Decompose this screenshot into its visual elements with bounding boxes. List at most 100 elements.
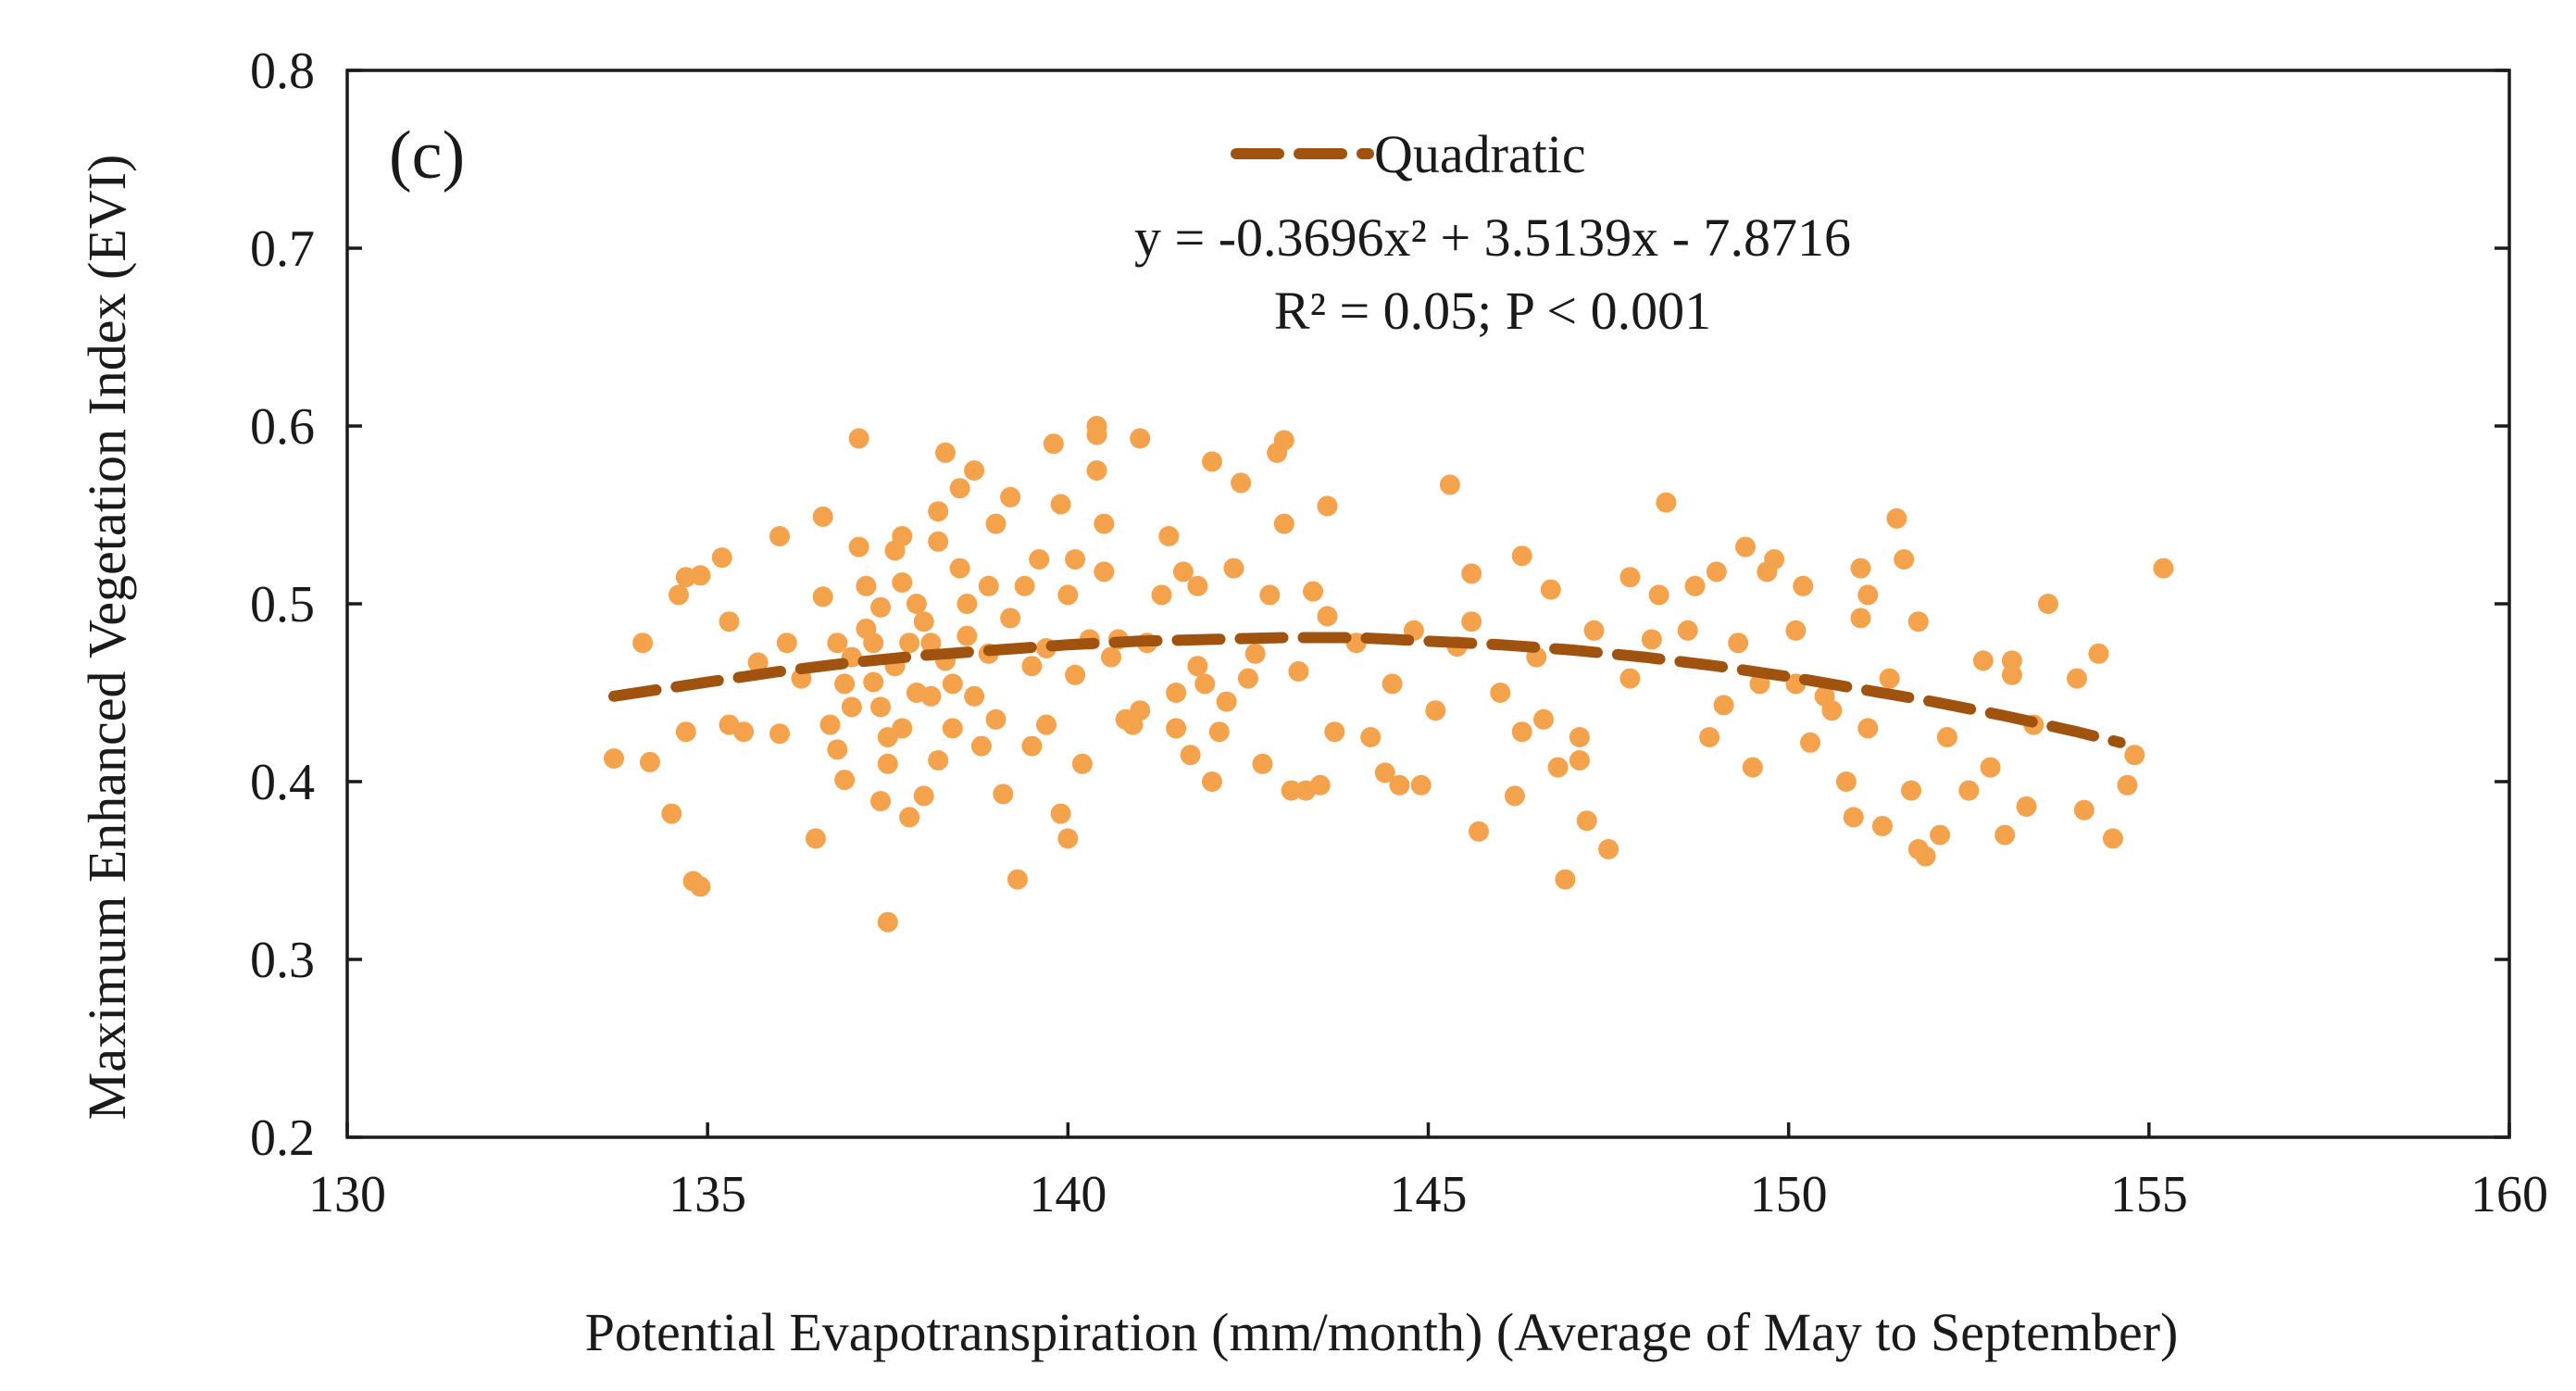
data-point: [870, 791, 891, 812]
y-tick-label: 0.2: [250, 1109, 315, 1167]
data-point: [834, 673, 856, 695]
y-tick-label: 0.6: [250, 398, 315, 456]
data-point: [1057, 584, 1079, 606]
data-point: [639, 751, 660, 772]
data-point: [863, 671, 884, 693]
data-point: [928, 531, 949, 552]
data-point: [2102, 828, 2123, 849]
data-point: [1317, 606, 1338, 627]
data-point: [985, 513, 1007, 534]
data-point: [1324, 721, 1345, 743]
data-point: [899, 633, 920, 654]
data-point: [1086, 460, 1107, 481]
data-point: [776, 633, 797, 654]
tick-labels: 130 135 140 145 150 155 160 0.2 0.3 0.4 0.5 0.6 0.7 0…: [250, 43, 2548, 1223]
data-point: [1014, 575, 1035, 596]
x-tick-label: 150: [1750, 1166, 1828, 1223]
data-point: [949, 558, 970, 579]
data-point: [1000, 608, 1021, 629]
data-point: [1915, 846, 1936, 867]
data-point: [1583, 620, 1605, 641]
data-point: [604, 748, 624, 769]
x-tick-label: 130: [308, 1166, 386, 1223]
data-point: [1576, 810, 1597, 832]
data-point: [892, 572, 913, 593]
data-point: [2001, 650, 2022, 671]
data-point: [1850, 558, 1871, 579]
data-point: [827, 739, 848, 760]
data-point: [1728, 633, 1749, 654]
data-point: [834, 770, 856, 791]
data-point: [892, 718, 913, 739]
data-point: [1172, 561, 1194, 583]
data-point: [1252, 753, 1273, 774]
quadratic-trend-line: [608, 632, 2126, 748]
data-point: [661, 803, 682, 824]
data-point: [1598, 839, 1619, 859]
data-point: [870, 696, 891, 718]
data-point: [1619, 567, 1641, 588]
data-point: [1907, 611, 1929, 633]
data-point: [920, 685, 942, 707]
data-point: [942, 718, 963, 739]
data-point: [769, 723, 790, 745]
data-point: [1389, 774, 1410, 796]
data-point: [942, 673, 963, 695]
data-point: [1995, 824, 2016, 846]
x-tick-label: 140: [1029, 1166, 1107, 1223]
data-point: [1259, 584, 1281, 606]
data-point: [1785, 620, 1807, 641]
data-point: [2016, 796, 2037, 817]
data-point: [964, 685, 985, 707]
data-point: [1007, 869, 1028, 890]
data-point: [769, 526, 790, 546]
panel-label: (c): [389, 118, 465, 194]
data-point: [949, 478, 970, 499]
data-point: [1101, 646, 1121, 668]
data-point: [1244, 643, 1266, 664]
x-axis-title: Potential Evapotranspiration (mm/month) …: [585, 1302, 2179, 1362]
data-point: [1555, 869, 1576, 890]
data-point: [733, 721, 755, 743]
data-point: [1461, 563, 1482, 584]
data-point: [1800, 732, 1820, 753]
data-point: [812, 586, 833, 608]
regression-equation: y = -0.3696x² + 3.5139x - 7.8716: [1134, 207, 1851, 268]
data-point: [690, 565, 711, 586]
data-point: [1237, 668, 1258, 689]
data-point: [1231, 472, 1252, 494]
x-tick-label: 145: [1390, 1166, 1468, 1223]
data-point: [1094, 513, 1115, 534]
data-point: [1684, 575, 1706, 596]
data-point: [1130, 428, 1151, 449]
data-point: [1202, 451, 1222, 472]
data-point: [1886, 508, 1907, 529]
data-point: [899, 807, 920, 828]
trend-line-group: [608, 632, 2126, 748]
data-point: [1094, 561, 1115, 583]
y-axis-title: Maximum Enhanced Vegetation Index (EVI): [77, 155, 137, 1121]
data-point: [2117, 774, 2138, 796]
data-point: [1374, 762, 1395, 783]
data-point: [1130, 700, 1151, 721]
data-point: [935, 442, 956, 463]
data-point: [964, 460, 985, 481]
data-point: [719, 611, 740, 633]
data-point: [863, 633, 884, 654]
data-points: [604, 416, 2174, 933]
data-point: [1187, 656, 1208, 677]
data-point: [1958, 780, 1980, 801]
data-point: [913, 785, 934, 807]
data-point: [1648, 584, 1669, 606]
data-point: [1166, 718, 1187, 739]
data-point: [1029, 549, 1050, 570]
data-point: [1273, 430, 1294, 451]
data-point: [1894, 549, 1915, 570]
data-point: [1050, 803, 1071, 824]
data-point: [1511, 545, 1532, 567]
data-point: [1071, 753, 1093, 774]
data-point: [2153, 558, 2174, 579]
data-point: [1461, 611, 1482, 633]
data-point: [1180, 745, 1201, 766]
